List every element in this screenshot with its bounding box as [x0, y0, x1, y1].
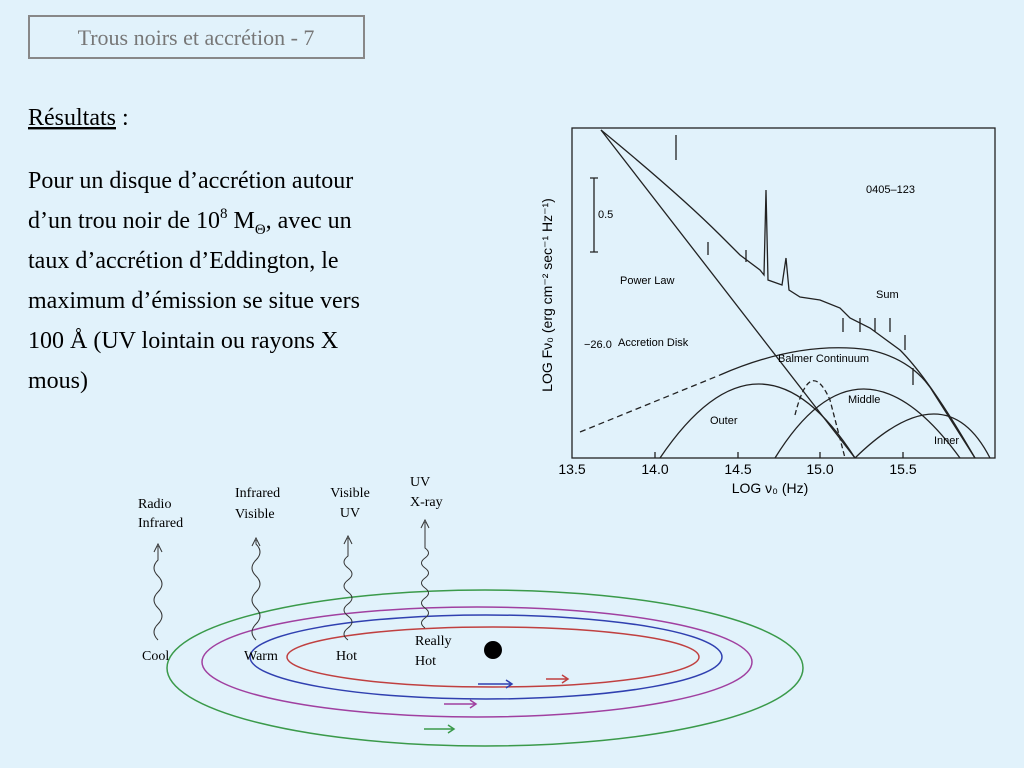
subscript: Θ: [255, 222, 266, 238]
curve-label: Inner: [934, 435, 959, 447]
curve-label: Outer: [710, 415, 738, 427]
tick-marks: [675, 135, 914, 385]
ref-level: −26.0: [584, 339, 612, 351]
arrow: [546, 674, 570, 684]
zone-label: Hot: [336, 649, 357, 664]
heading: Résultats: [28, 105, 116, 131]
arrow: [444, 699, 478, 709]
wave: [251, 536, 261, 641]
para-line: mous): [28, 368, 88, 394]
ring: [201, 606, 753, 718]
para-line: d’un trou noir de 108 MΘ, avec un: [28, 206, 352, 238]
curve-label: Balmer Continuum: [778, 353, 869, 365]
x-tick-label: 14.0: [641, 461, 668, 477]
title-box: [28, 15, 365, 59]
inner: [854, 413, 991, 459]
ring: [249, 614, 723, 700]
curve-label: Accretion Disk: [618, 337, 689, 349]
object: 0405–123: [866, 184, 915, 196]
figure-labels: 0405–123 0.5 −26.0 Power Law Sum Accreti…: [539, 184, 959, 496]
para-line: maximum d’émission se situe vers: [28, 288, 360, 314]
spectrum-figure: [571, 127, 996, 459]
para-line: taux d’accrétion d’Eddington, le: [28, 248, 339, 274]
text: d’un trou noir de 10: [28, 208, 220, 234]
balmer: [794, 380, 846, 459]
superscript: 8: [220, 206, 228, 222]
zone-label: Warm: [244, 649, 278, 664]
wave: [343, 534, 353, 641]
y-label: LOG Fν₀ (erg cm⁻² sec⁻¹ Hz⁻¹): [539, 198, 555, 392]
curve-label: Power Law: [620, 275, 674, 287]
band-label: Radio: [138, 497, 171, 512]
band-label: Infrared: [138, 516, 183, 531]
diagram-labels: Radio Infrared Infrared Visible Visible …: [138, 475, 452, 669]
scale-label: 0.5: [598, 209, 613, 221]
band-label: X-ray: [410, 495, 443, 510]
para-line: Pour un disque d’accrétion autour: [28, 168, 353, 194]
heading-line: Résultats :: [28, 105, 129, 131]
band-label: Visible: [235, 507, 275, 522]
ring: [286, 626, 700, 688]
sum: [600, 129, 976, 459]
power-law: [600, 129, 856, 459]
middle: [774, 388, 961, 459]
zone-label: Cool: [142, 649, 169, 664]
title: Trous noirs et accrétion - 7: [78, 25, 315, 50]
band-label: Visible: [330, 486, 370, 501]
zone-label: Hot: [415, 654, 436, 669]
para-line: 100 Å (UV lointain ou rayons X: [28, 328, 338, 354]
text: , avec un: [266, 208, 352, 234]
scale-bar: [590, 177, 598, 253]
x-tick-label: 15.0: [806, 461, 833, 477]
zone-label: Really: [415, 634, 452, 649]
text: M: [227, 208, 254, 234]
plot-frame: [571, 127, 996, 459]
disk-diagram: [153, 518, 804, 747]
curve-label: Sum: [876, 289, 899, 301]
wave: [420, 518, 430, 629]
band-label: Infrared: [235, 486, 280, 501]
heading-suffix: :: [116, 105, 129, 131]
accretion-disk: [719, 347, 976, 459]
x-tick-label: 13.5: [558, 461, 585, 477]
outer: [659, 383, 856, 459]
arrow: [478, 679, 514, 689]
curve-label: Middle: [848, 394, 880, 406]
arrow: [424, 724, 456, 734]
axis-ticks: [654, 452, 904, 458]
x-tick-label: 14.5: [724, 461, 751, 477]
black-hole: [484, 641, 502, 659]
disk-extrapolation: [579, 374, 721, 433]
ring: [166, 589, 804, 747]
x-tick-label: 15.5: [889, 461, 916, 477]
band-label: UV: [340, 506, 360, 521]
band-label: UV: [410, 475, 430, 490]
x-label: LOG ν₀ (Hz): [732, 480, 809, 496]
wave: [153, 542, 163, 641]
